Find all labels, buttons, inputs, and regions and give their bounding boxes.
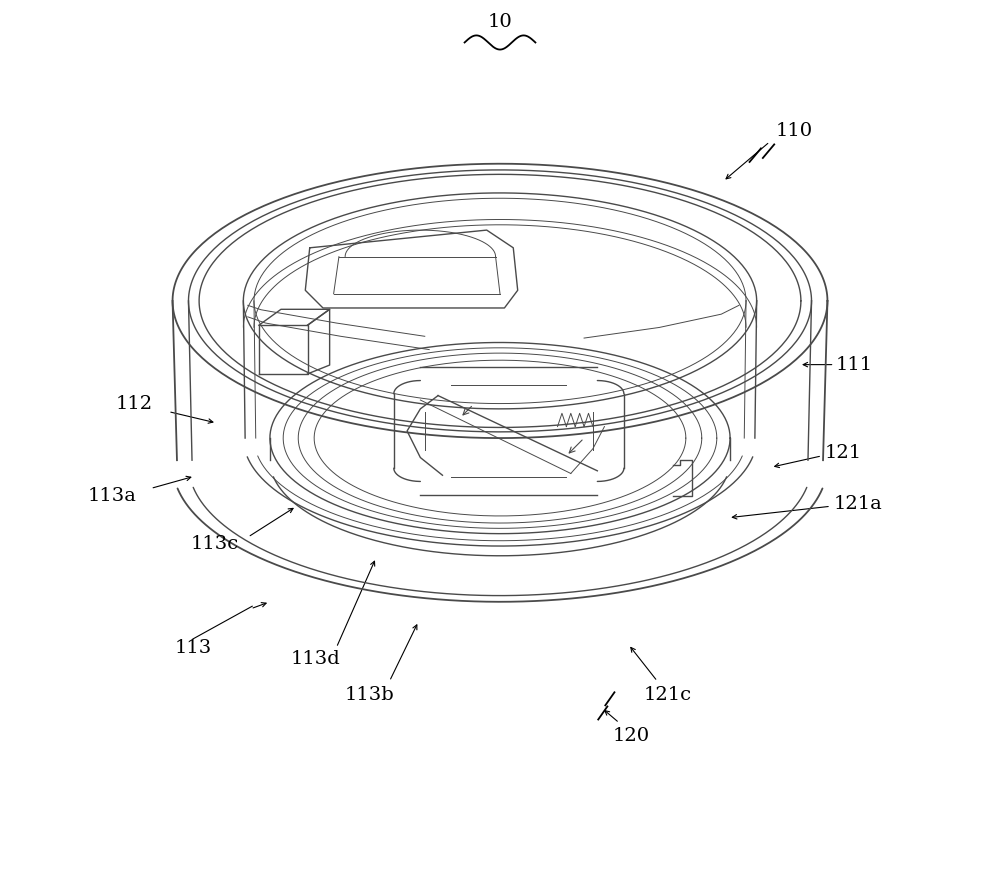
Text: 121c: 121c	[644, 686, 692, 704]
Text: 110: 110	[775, 122, 812, 140]
Text: 111: 111	[835, 356, 873, 373]
Text: 112: 112	[116, 396, 153, 413]
Text: 113c: 113c	[191, 535, 239, 553]
Text: 113b: 113b	[344, 686, 394, 704]
Text: 120: 120	[612, 727, 650, 745]
Text: 121a: 121a	[834, 496, 883, 513]
Text: 113d: 113d	[291, 650, 341, 668]
Text: 10: 10	[488, 13, 512, 31]
Text: 121: 121	[825, 444, 862, 462]
Text: 113: 113	[174, 639, 212, 657]
Text: 113a: 113a	[88, 487, 137, 504]
